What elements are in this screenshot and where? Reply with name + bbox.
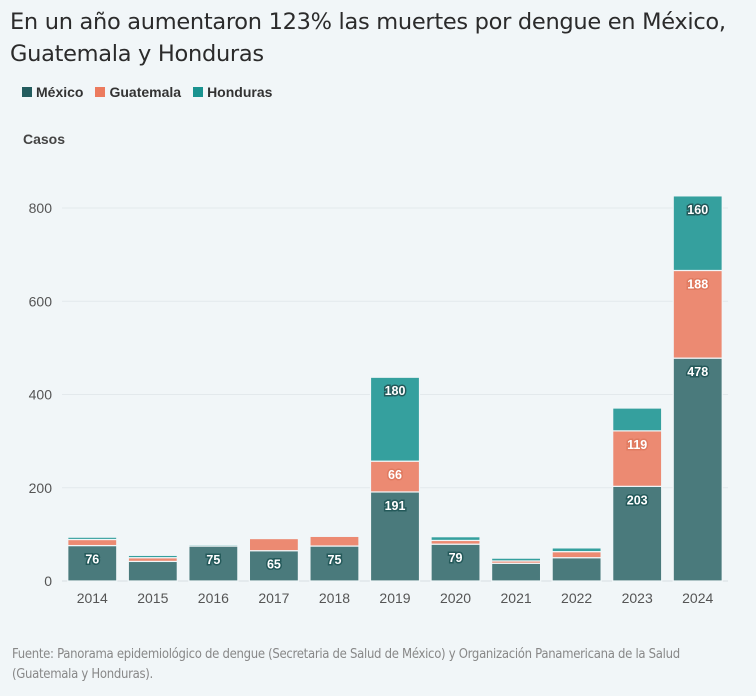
legend-label-guatemala: Guatemala	[109, 84, 182, 100]
bar-honduras-2020[interactable]	[430, 536, 481, 542]
bars	[67, 195, 723, 582]
bar-honduras-2016[interactable]	[188, 544, 239, 547]
y-axis-ticks: 0 200 400 600 800	[29, 200, 53, 589]
x-axis-ticks: 2014 2015 2016 2017 2018 2019 2020 2021 2022 2023…	[77, 590, 714, 606]
bar-guatemala-2019[interactable]	[369, 460, 421, 493]
data-labels: 76 75 65 75 191 66 180 79 203 119 478 188 160	[84, 201, 710, 573]
x-tick-label: 2014	[77, 590, 108, 606]
bar-mexico-2014[interactable]	[67, 544, 118, 582]
bar-honduras-2019[interactable]	[369, 376, 421, 462]
x-tick-label: 2015	[137, 590, 168, 606]
legend-item-mexico[interactable]: México	[22, 84, 83, 100]
bar-honduras-2014[interactable]	[67, 536, 118, 541]
x-tick-label: 2021	[501, 590, 532, 606]
data-label: 203	[627, 493, 648, 507]
x-tick-label: 2023	[622, 590, 653, 606]
bar-honduras-2024[interactable]	[672, 195, 723, 272]
data-label: 180	[385, 384, 406, 398]
legend-swatch-guatemala	[95, 87, 106, 97]
x-tick-label: 2020	[440, 590, 471, 606]
data-label: 66	[388, 468, 402, 482]
bar-guatemala-2022[interactable]	[551, 551, 602, 559]
x-tick-label: 2024	[682, 590, 713, 606]
data-label: 76	[85, 553, 99, 567]
bar-honduras-2021[interactable]	[490, 557, 542, 562]
legend-item-guatemala[interactable]: Guatemala	[95, 84, 181, 100]
legend-label-mexico: México	[36, 84, 84, 100]
data-label: 79	[449, 551, 463, 565]
bar-mexico-2022[interactable]	[551, 557, 602, 582]
bar-mexico-2024[interactable]	[672, 357, 723, 582]
chart-title: En un año aumentaron 123% las muertes po…	[10, 9, 726, 67]
y-tick-label: 200	[29, 480, 53, 496]
bar-guatemala-2017[interactable]	[248, 537, 300, 552]
data-label: 478	[687, 365, 708, 379]
bar-guatemala-2018[interactable]	[309, 535, 360, 547]
bar-mexico-2018[interactable]	[309, 545, 360, 582]
data-label: 119	[627, 438, 647, 452]
data-label: 160	[687, 203, 708, 217]
y-tick-label: 400	[29, 387, 53, 403]
data-label: 75	[206, 553, 220, 567]
source-note: Fuente: Panorama epidemiológico de dengu…	[12, 647, 680, 682]
bar-mexico-2021[interactable]	[490, 562, 542, 582]
x-tick-label: 2022	[561, 590, 592, 606]
legend-swatch-honduras	[193, 87, 204, 97]
bar-guatemala-2014[interactable]	[67, 538, 118, 547]
legend-item-honduras[interactable]: Honduras	[193, 84, 272, 100]
legend-swatch-mexico	[22, 87, 32, 97]
data-label: 75	[328, 553, 342, 567]
x-tick-label: 2018	[319, 590, 350, 606]
legend-label-honduras: Honduras	[207, 84, 273, 100]
bar-honduras-2023[interactable]	[612, 407, 663, 432]
x-tick-label: 2017	[258, 590, 289, 606]
bar-guatemala-2023[interactable]	[612, 430, 663, 487]
bar-honduras-2018[interactable]	[309, 534, 360, 537]
bar-mexico-2020[interactable]	[430, 543, 481, 582]
bar-mexico-2015[interactable]	[127, 560, 178, 582]
bar-honduras-2015[interactable]	[127, 554, 178, 559]
y-tick-label: 600	[29, 293, 53, 309]
bar-honduras-2022[interactable]	[551, 547, 602, 553]
data-label: 191	[385, 499, 406, 513]
y-axis-label: Casos	[23, 131, 66, 147]
data-label: 65	[267, 558, 281, 572]
x-tick-label: 2016	[198, 590, 229, 606]
data-label: 188	[687, 277, 708, 291]
bar-mexico-2017[interactable]	[248, 550, 300, 582]
bar-mexico-2023[interactable]	[612, 485, 663, 582]
y-tick-label: 800	[29, 200, 53, 216]
x-tick-label: 2019	[379, 590, 410, 606]
bar-guatemala-2024[interactable]	[672, 269, 723, 359]
y-tick-label: 0	[44, 573, 52, 589]
legend: México Guatemala Honduras	[22, 84, 272, 100]
